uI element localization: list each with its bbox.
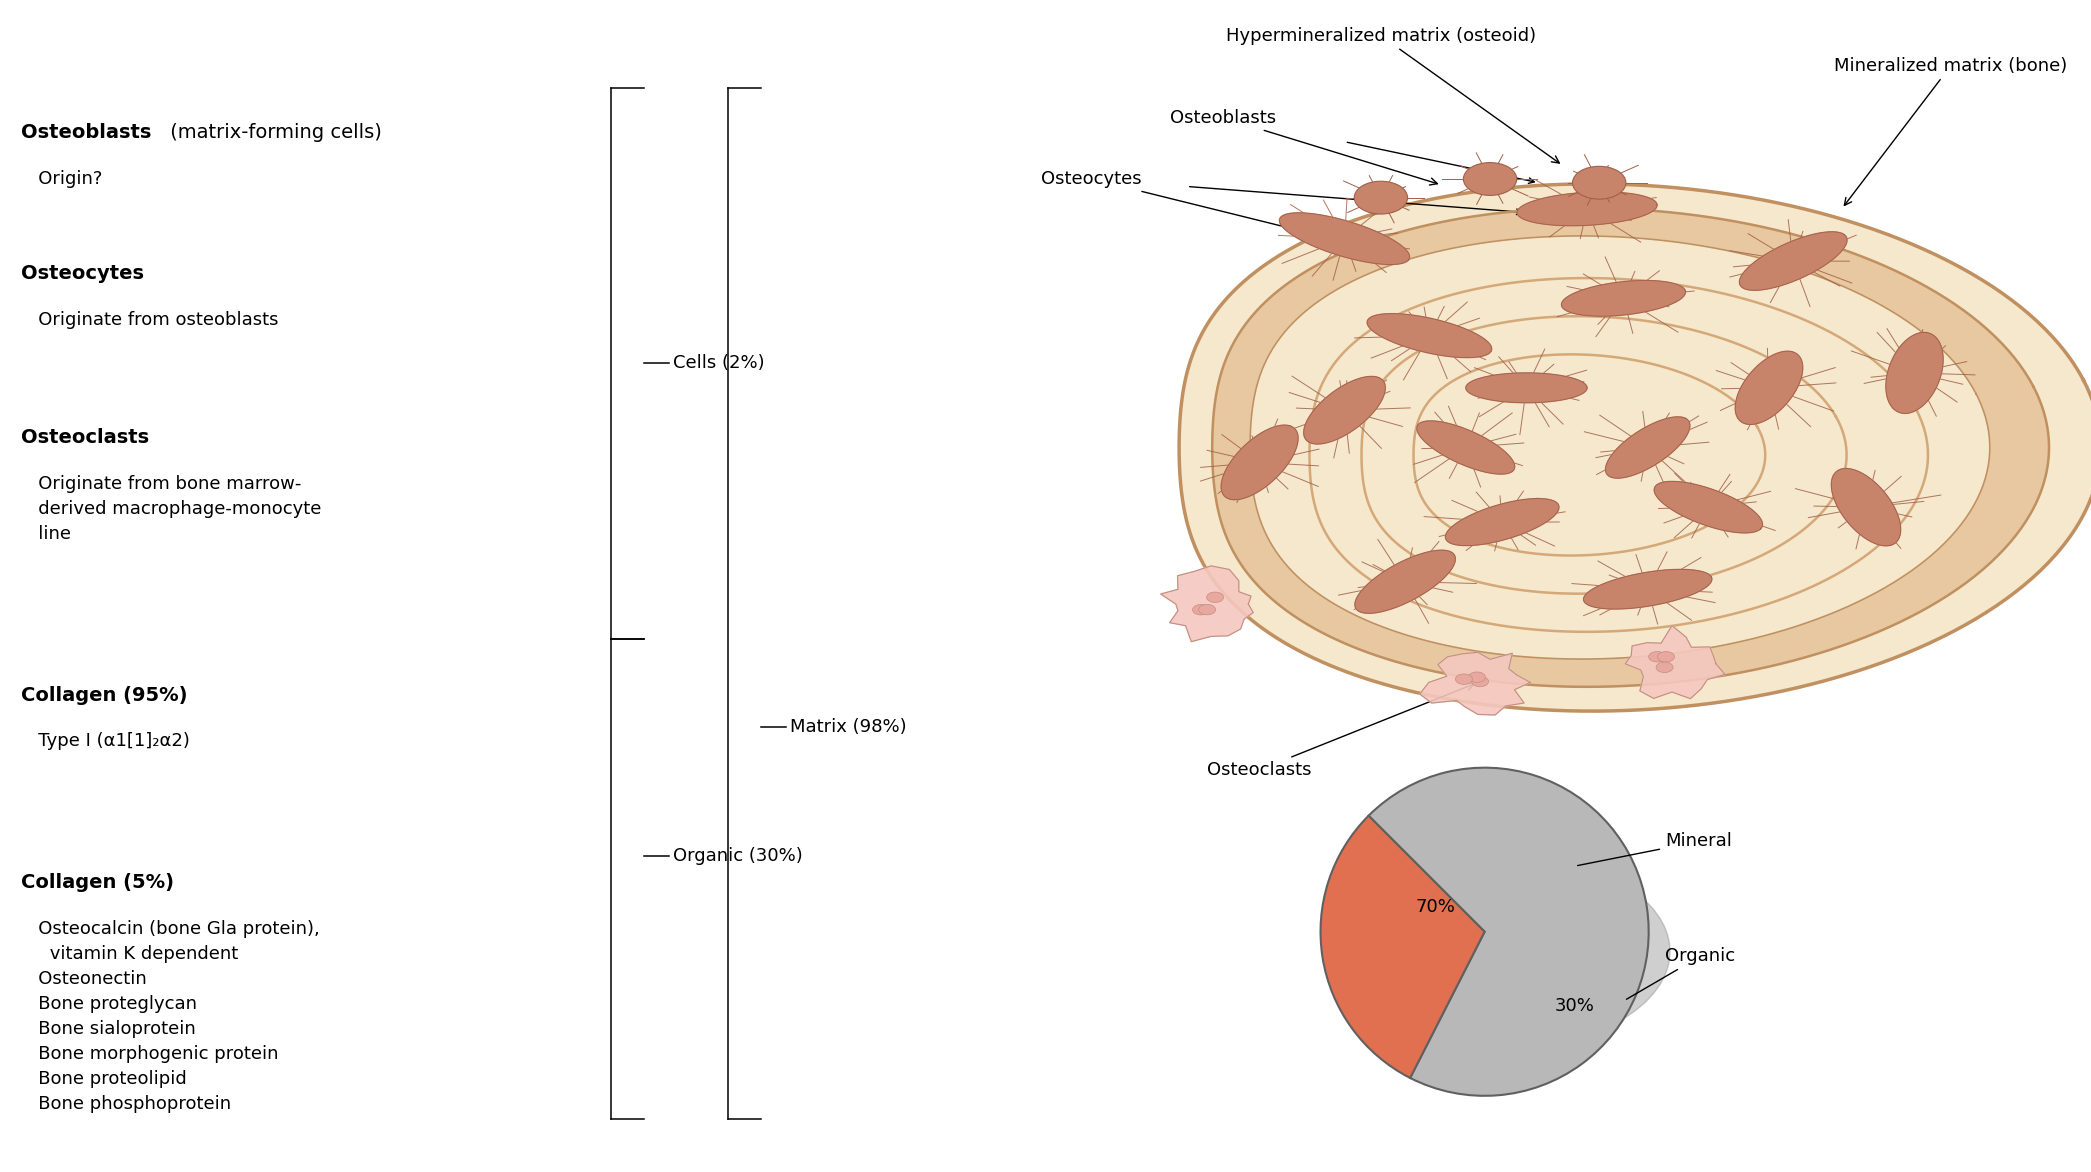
Text: Collagen (95%): Collagen (95%) [21,686,188,704]
Circle shape [1572,166,1627,199]
Polygon shape [1606,417,1690,478]
Polygon shape [1420,653,1531,715]
Text: 70%: 70% [1416,898,1455,917]
Text: Matrix (98%): Matrix (98%) [790,717,907,736]
Text: Osteocalcin (bone Gla protein),
     vitamin K dependent
   Osteonectin
   Bone : Osteocalcin (bone Gla protein), vitamin … [21,920,320,1113]
Text: Osteoclasts: Osteoclasts [1207,683,1474,778]
Polygon shape [1518,192,1656,226]
Polygon shape [1355,550,1455,613]
Text: 30%: 30% [1556,996,1595,1015]
Text: Osteocytes: Osteocytes [21,264,144,282]
Polygon shape [1445,498,1560,546]
Text: Osteoblasts: Osteoblasts [1171,109,1437,185]
Text: Osteoclasts: Osteoclasts [21,428,148,447]
Circle shape [1648,652,1667,662]
Polygon shape [1161,566,1253,641]
Circle shape [1192,605,1209,615]
Polygon shape [1832,469,1901,546]
Circle shape [1658,652,1675,662]
Polygon shape [1179,184,2091,711]
Text: Hypermineralized matrix (osteoid): Hypermineralized matrix (osteoid) [1225,27,1560,163]
Circle shape [1355,182,1407,214]
Text: Osteoblasts: Osteoblasts [21,123,151,142]
Circle shape [1472,676,1489,687]
Ellipse shape [1326,853,1671,1050]
Polygon shape [1654,482,1763,533]
Polygon shape [1368,314,1491,357]
Polygon shape [1562,280,1685,316]
Wedge shape [1322,816,1485,1078]
Text: Origin?: Origin? [21,170,102,188]
Text: (matrix-forming cells): (matrix-forming cells) [163,123,381,142]
Text: Mineral: Mineral [1577,832,1731,866]
Circle shape [1464,163,1516,196]
Polygon shape [1466,373,1587,403]
Circle shape [1468,672,1485,682]
Text: Organic: Organic [1627,947,1736,1000]
Text: Cells (2%): Cells (2%) [673,354,765,373]
Polygon shape [1221,425,1299,499]
Wedge shape [1370,768,1648,1096]
Polygon shape [1886,333,1943,414]
Text: Originate from osteoblasts: Originate from osteoblasts [21,311,278,328]
Polygon shape [1418,421,1514,475]
Text: Collagen (5%): Collagen (5%) [21,873,174,892]
Circle shape [1198,605,1215,615]
Text: Osteocytes: Osteocytes [1041,170,1353,245]
Circle shape [1207,592,1223,602]
Polygon shape [1625,626,1725,699]
Polygon shape [1583,570,1713,609]
Circle shape [1455,674,1472,684]
Text: Originate from bone marrow-
   derived macrophage-monocyte
   line: Originate from bone marrow- derived macr… [21,475,322,543]
Polygon shape [1736,352,1802,424]
Polygon shape [1303,376,1384,444]
Polygon shape [1250,236,1991,659]
Polygon shape [1280,213,1409,265]
Text: Organic (30%): Organic (30%) [673,846,803,865]
Circle shape [1656,662,1673,673]
Text: Type I (α1[1]₂α2): Type I (α1[1]₂α2) [21,732,190,750]
Polygon shape [1740,232,1846,291]
Polygon shape [1213,209,2049,687]
Text: Mineralized matrix (bone): Mineralized matrix (bone) [1834,56,2068,205]
